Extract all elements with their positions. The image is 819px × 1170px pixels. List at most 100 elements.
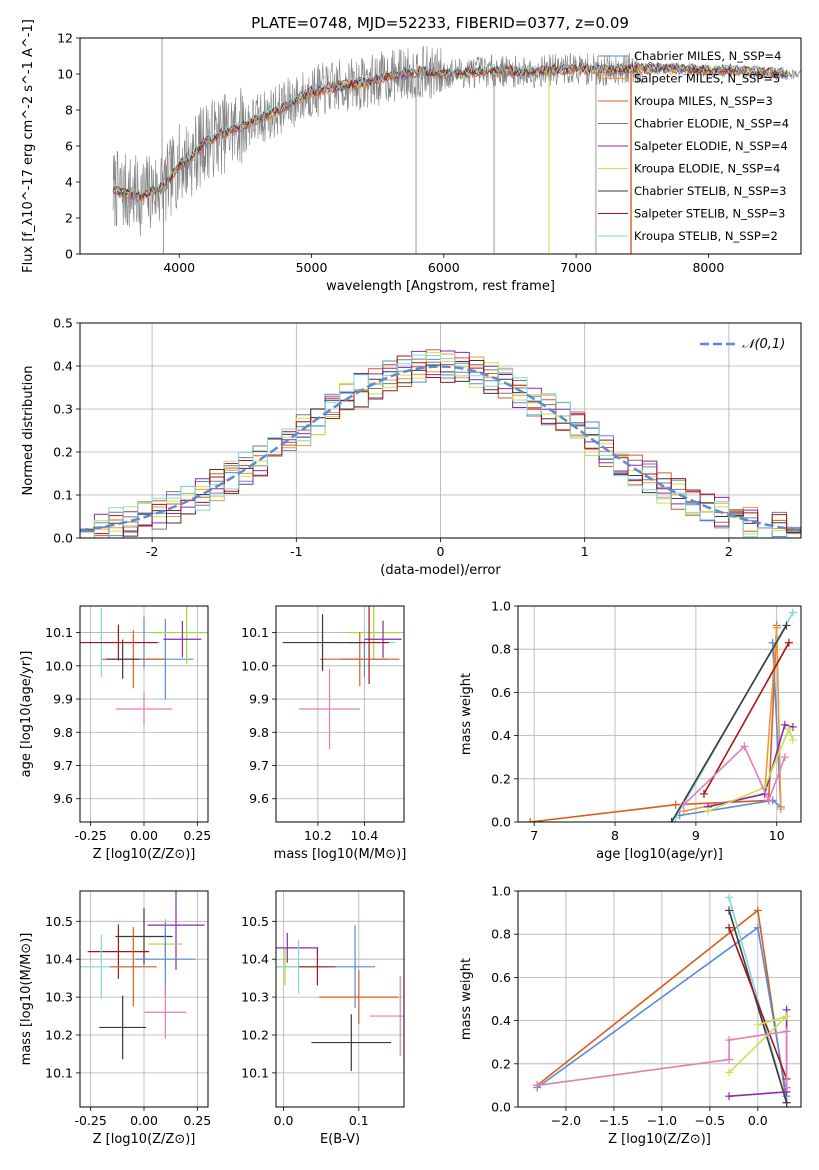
spectrum-axes: 4000 5000 6000 7000 8000 0 2 4 6 8 10 12 wavelength … xyxy=(21,19,802,294)
weight-line xyxy=(728,910,788,1103)
weight-marker xyxy=(671,800,680,809)
weight-marker xyxy=(704,807,713,816)
weight_vs_Z-ytick-label: 0.8 xyxy=(491,927,511,942)
weight-line xyxy=(670,624,788,822)
mass_vs_Z-ytick-label: 10.2 xyxy=(45,1028,73,1043)
age_vs_mass-ytick-label: 9.9 xyxy=(249,692,269,707)
weight-marker xyxy=(782,1098,791,1107)
weight-marker xyxy=(780,753,789,762)
weight-marker xyxy=(725,1068,734,1077)
spectrum-frame xyxy=(79,37,802,255)
mass_vs_Z-ytick-label: 10.4 xyxy=(45,952,73,967)
residuals-ytick-label: 0.4 xyxy=(53,359,73,374)
weight-marker xyxy=(725,923,734,932)
spectrum-model-line xyxy=(112,64,789,203)
weight-line xyxy=(707,726,794,812)
spectrum-legend-label: Salpeter ELODIE, N_SSP=4 xyxy=(634,139,788,153)
spectrum-ytick-label: 4 xyxy=(65,175,73,190)
residuals-ytick-label: 0.0 xyxy=(53,531,73,546)
spectrum-legend-label: Chabrier ELODIE, N_SSP=4 xyxy=(634,117,789,131)
weight_vs_age-ytick-label: 0.8 xyxy=(491,642,511,657)
mass_vs_ebv-plot-area xyxy=(276,925,404,1071)
spectrum-legend-label: Salpeter MILES, N_SSP=5 xyxy=(634,72,780,86)
age_vs_Z-ytick-label: 9.9 xyxy=(53,692,73,707)
weight-marker xyxy=(784,725,793,734)
mass_vs_Z-axes: -0.25 0.00 0.25 10.1 10.2 10.3 10.4 10.5 Z [log1… xyxy=(19,890,211,1147)
weight-marker xyxy=(784,638,793,647)
age_vs_Z-plot-area xyxy=(80,606,208,726)
weight-marker xyxy=(788,608,797,617)
spectrum-ytick-label: 6 xyxy=(65,139,73,154)
residuals-plot-area xyxy=(80,349,801,538)
spectrum-ylabel: Flux [f_λ10^-17 erg cm^-2 s^-1 A^-1] xyxy=(21,19,36,273)
weight_vs_Z-xtick-label: −1.0 xyxy=(647,1113,677,1128)
residuals-xtick-label: -2 xyxy=(146,544,158,559)
mass_vs_ebv-ytick-label: 10.1 xyxy=(241,1065,269,1080)
spectrum-xtick-label: 8000 xyxy=(692,260,724,275)
age_vs_Z-axes: -0.25 0.00 0.25 9.6 9.7 9.8 9.9 10.0 10.1 Z [log1… xyxy=(19,605,211,862)
weight_vs_Z-xlabel: Z [log10(Z/Z⊙)] xyxy=(608,1132,711,1147)
spectrum-legend-label: Kroupa ELODIE, N_SSP=4 xyxy=(634,162,780,176)
age_vs_mass-plot-area xyxy=(282,606,402,750)
mass_vs_Z-ytick-label: 10.3 xyxy=(45,990,73,1005)
weight-line xyxy=(679,642,782,817)
weight_vs_age-xtick-label: 10 xyxy=(769,828,785,843)
weight-marker xyxy=(699,789,708,798)
spectrum-xtick-label: 6000 xyxy=(428,260,460,275)
weight_vs_age-xtick-label: 8 xyxy=(611,828,619,843)
spectrum-model-line xyxy=(112,61,789,199)
weight-marker xyxy=(753,923,762,932)
weight-marker xyxy=(753,906,762,915)
age_vs_Z-xlabel: Z [log10(Z/Z⊙)] xyxy=(93,847,196,862)
spectrum-legend-label: Salpeter STELIB, N_SSP=3 xyxy=(634,207,785,221)
residuals-xtick-label: -1 xyxy=(290,544,302,559)
weight-marker xyxy=(788,735,797,744)
spectrum-legend-label: Chabrier MILES, N_SSP=4 xyxy=(634,49,781,63)
mass_vs_ebv-frame xyxy=(275,890,405,1108)
age_vs_mass-xtick-label: 10.4 xyxy=(351,828,379,843)
mass_vs_ebv-ytick-label: 10.5 xyxy=(241,914,269,929)
age_vs_mass-xtick-label: 10.2 xyxy=(304,828,332,843)
weight_vs_Z-xtick-label: −0.5 xyxy=(695,1113,725,1128)
weight-marker xyxy=(533,1081,542,1090)
weight_vs_Z-xtick-label: 0.0 xyxy=(748,1113,768,1128)
figure-title: PLATE=0748, MJD=52233, FIBERID=0377, z=0… xyxy=(251,14,629,32)
weight_vs_age-ytick-label: 1.0 xyxy=(491,599,511,614)
mass_vs_Z-ylabel: mass [log10(M/M⊙)] xyxy=(19,933,34,1066)
spectrum-xlabel: wavelength [Angstrom, rest frame] xyxy=(326,279,555,294)
mass_vs_ebv-xlabel: E(B-V) xyxy=(320,1132,360,1147)
spectrum-ytick-label: 10 xyxy=(57,67,73,82)
weight_vs_Z-ytick-label: 0.0 xyxy=(491,1100,511,1115)
spectrum-legend-label: Kroupa MILES, N_SSP=3 xyxy=(634,94,773,108)
mass_vs_Z-ytick-label: 10.1 xyxy=(45,1065,73,1080)
weight-marker xyxy=(788,722,797,731)
weight-marker xyxy=(740,742,749,751)
mass_vs_Z-xtick-label: 0.00 xyxy=(130,1113,158,1128)
residual-legend-label: 𝒩(0,1) xyxy=(742,337,785,352)
age_vs_mass-ytick-label: 10.0 xyxy=(241,658,269,673)
age_vs_Z-ytick-label: 9.8 xyxy=(53,725,73,740)
age_vs_Z-ytick-label: 9.7 xyxy=(53,758,73,773)
residuals-ytick-label: 0.5 xyxy=(53,316,73,331)
spectrum-xtick-label: 7000 xyxy=(560,260,592,275)
mass_vs_ebv-xtick-label: 0.0 xyxy=(274,1113,294,1128)
residuals-ylabel: Normed distribution xyxy=(21,366,36,496)
spectrum-plot-area xyxy=(112,38,801,254)
weight_vs_Z-ytick-label: 0.6 xyxy=(491,970,511,985)
spectrum-legend-label: Kroupa STELIB, N_SSP=2 xyxy=(634,229,778,243)
residual-histogram xyxy=(80,354,801,538)
age_vs_Z-xtick-label: 0.25 xyxy=(183,828,211,843)
mass_vs_ebv-ytick-label: 10.2 xyxy=(241,1028,269,1043)
spectrum-ytick-label: 12 xyxy=(57,31,73,46)
weight-marker xyxy=(753,1020,762,1029)
weight-marker xyxy=(679,800,688,809)
residuals-ytick-label: 0.1 xyxy=(53,488,73,503)
mass_vs_ebv-ytick-label: 10.4 xyxy=(241,952,269,967)
weight_vs_Z-ylabel: mass weight xyxy=(459,958,474,1040)
weight_vs_Z-plot-area xyxy=(533,893,791,1107)
mass_vs_ebv-axes: 0.0 0.1 10.1 10.2 10.3 10.4 10.5 E(B-V) xyxy=(241,890,405,1147)
age_vs_Z-ylabel: age [log10(age/yr)] xyxy=(19,651,34,778)
weight-line xyxy=(703,642,790,795)
weight-marker xyxy=(764,796,773,805)
